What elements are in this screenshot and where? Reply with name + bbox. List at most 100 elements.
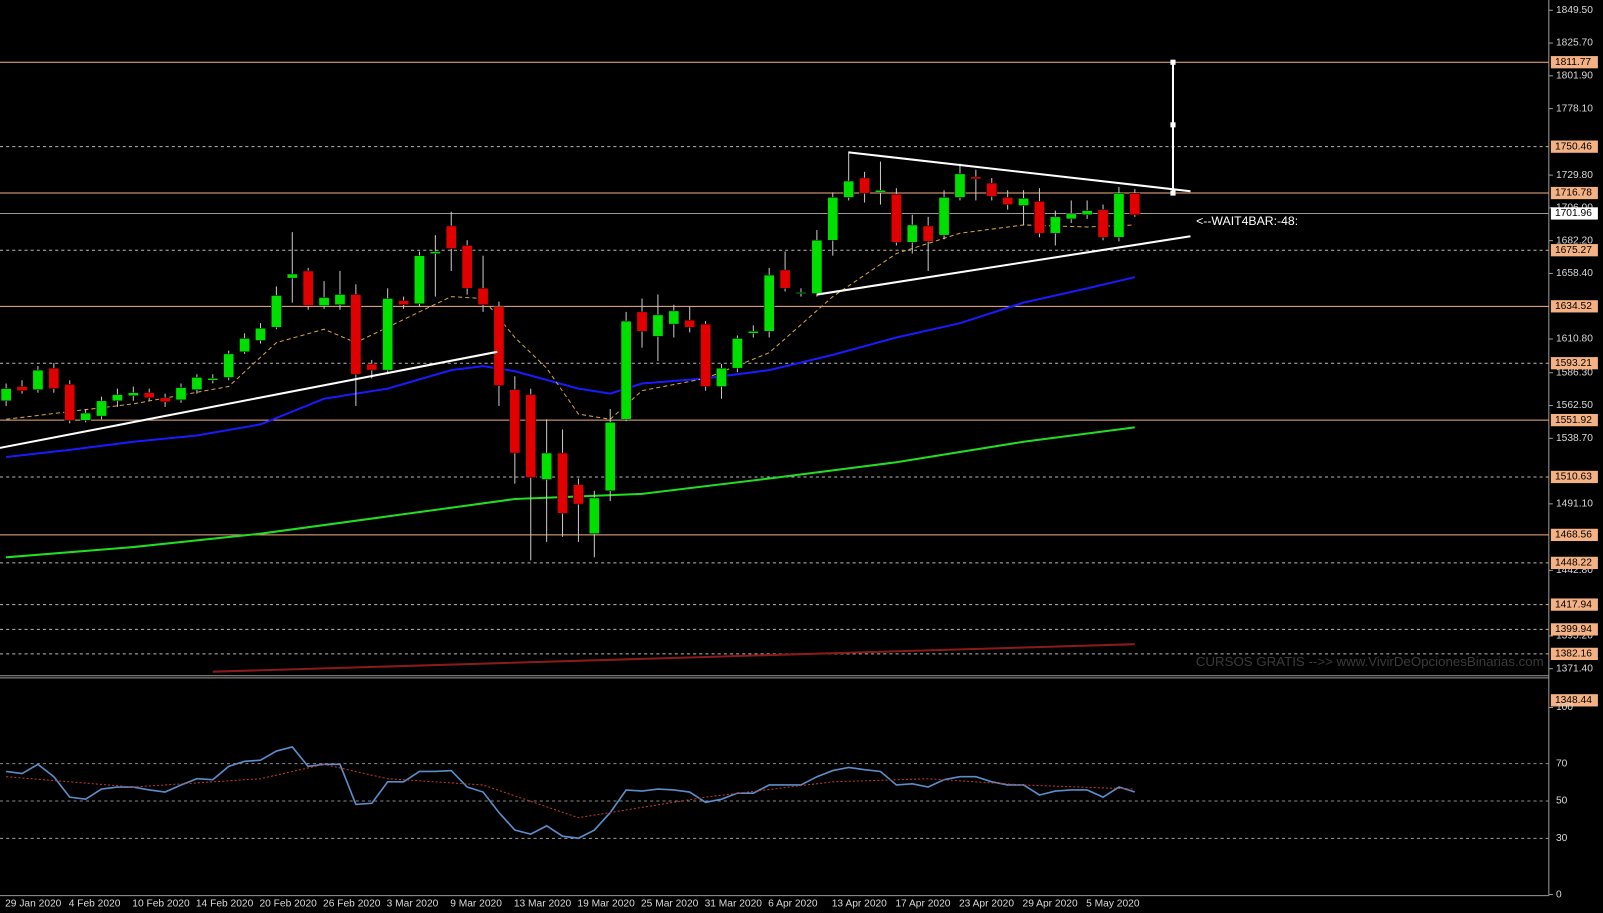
level-label-box [1550,470,1598,484]
candle-body [1034,201,1045,234]
candle-body [509,389,521,454]
candle-body [96,400,107,417]
x-tick-label: 20 Feb 2020 [259,898,317,909]
candle-body [1018,198,1029,206]
candle-body [302,270,314,306]
y-tick-label: 1825.70 [1556,38,1593,49]
candle-body [477,288,489,305]
x-tick-label: 19 Mar 2020 [577,898,635,909]
candle-body [1113,193,1125,238]
y-tick-label: 1491.10 [1556,499,1593,510]
axes: 1849.501825.701801.901778.101729.801706.… [5,5,1598,909]
candle-body [318,297,330,306]
candle-body [445,225,457,249]
x-tick-label: 13 Apr 2020 [832,898,887,909]
bid-label-box [1550,207,1598,220]
trendline [848,151,1191,193]
candle-body [461,245,473,289]
candle-body [112,394,123,402]
y-tick-label: 1586.30 [1556,367,1593,378]
level-label: 1634.52 [1555,301,1592,312]
candle-body [286,273,298,279]
trendline [0,350,498,449]
candle-body [143,392,155,399]
candle-body [700,323,711,387]
candle-body [271,295,282,328]
y-tick-label: 1778.10 [1556,103,1593,114]
moving-average [212,643,1135,673]
candle-body [525,394,537,478]
x-tick-label: 6 Apr 2020 [768,898,818,909]
indicator-signal [6,763,1135,819]
y-tick-label: 1538.70 [1556,433,1593,444]
candle-body [223,353,235,378]
y-tick-label: 1442.80 [1556,565,1593,576]
candle-body [652,314,664,337]
candle-body [64,384,76,421]
x-tick-label: 4 Feb 2020 [69,898,121,909]
candle-body [891,193,902,243]
level-label: 1811.77 [1555,57,1591,68]
level-label-box [1550,647,1598,661]
candle-body [1097,209,1109,238]
candle-body [906,224,918,243]
candle-body [48,367,60,389]
level-label: 1750.46 [1555,141,1592,152]
x-tick-label: 10 Feb 2020 [132,898,190,909]
candle-body [954,173,966,198]
candle-body [350,294,362,375]
candle-body [159,397,171,403]
candle-body [207,378,219,381]
candle-body [1065,213,1077,220]
level-label-box [1550,56,1598,69]
candle-body [970,176,982,180]
projection-point [1170,190,1176,196]
y-tick-label: 1610.80 [1556,334,1593,345]
level-label-box [1550,556,1598,570]
candle-body [366,363,378,371]
level-label: 1382.16 [1555,649,1592,660]
candle-body [175,387,187,401]
x-tick-label: 5 May 2020 [1086,898,1140,909]
moving-average [6,276,1136,459]
candle-body [1081,210,1093,216]
candle-body [811,239,823,294]
trendline [816,235,1191,296]
candle-body [859,177,870,194]
candle-body [779,269,791,289]
candle-body [541,452,553,480]
level-label: 1593.21 [1555,358,1592,369]
candle-body [0,388,12,402]
x-tick-label: 26 Feb 2020 [323,898,381,909]
level-label-box [1550,694,1598,707]
x-tick-label: 29 Apr 2020 [1023,898,1078,909]
indicator-tick-label: 0 [1556,889,1562,900]
level-label-box [1550,413,1598,427]
candle-body [604,422,616,492]
candle-body [636,311,648,332]
candle-body [668,310,680,325]
candle-body [747,331,759,334]
indicator-tick-label: 70 [1556,758,1568,769]
x-tick-label: 29 Jan 2020 [5,898,62,909]
level-label: 1348.44 [1555,695,1592,706]
candle-body [429,251,441,254]
candle-body [32,369,44,390]
candle-body [573,484,584,505]
level-label: 1448.22 [1555,558,1592,569]
candle-body [1049,216,1061,234]
x-tick-label: 14 Feb 2020 [196,898,254,909]
y-tick-label: 1395.20 [1556,631,1593,642]
candle-body [875,190,886,193]
candle-body [16,386,28,391]
candle-body [795,292,807,294]
indicator-tick-label: 50 [1556,796,1568,807]
x-tick-label: 25 Mar 2020 [641,898,699,909]
y-tick-label: 1729.80 [1556,170,1593,181]
level-label: 1716.78 [1555,188,1592,199]
indicator-tick-label: 30 [1556,833,1568,844]
candle-body [938,197,950,236]
candle-body [763,274,775,332]
